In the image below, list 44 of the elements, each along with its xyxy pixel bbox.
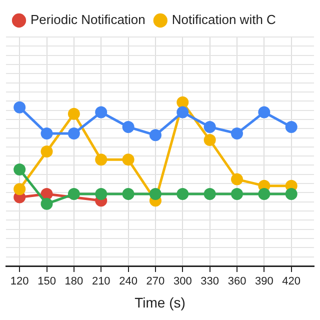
x-tick-label: 330 [200,276,220,288]
point [68,108,80,120]
point [68,128,80,140]
point [176,96,189,108]
point [95,154,108,166]
point [40,128,53,140]
point [95,106,108,118]
point [204,134,216,146]
point [204,120,216,133]
point [122,154,134,166]
legend-label: Periodic Notification [30,12,146,28]
point [176,106,189,118]
point [176,188,189,200]
point [122,120,134,133]
x-tick-label: 360 [228,276,246,288]
x-tick-label: 120 [10,276,29,288]
point [149,188,162,200]
x-tick-label: 210 [92,276,110,288]
point [40,146,53,158]
point [68,188,80,200]
point [14,183,26,196]
point [14,101,26,114]
x-tick-label: 270 [146,276,165,288]
point [258,188,270,200]
x-axis-title: Time (s) [134,294,186,310]
point [258,106,270,118]
point [149,129,162,142]
point [231,128,243,140]
point [285,188,298,200]
point [285,120,298,133]
x-tick-label: 300 [173,276,192,288]
x-tick-label: 150 [38,276,56,288]
point [204,188,216,200]
point [40,198,53,210]
x-tick-label: 240 [119,276,138,288]
point [231,173,243,186]
x-tick-label: 390 [254,276,274,288]
point [14,163,26,176]
legend-label: Notification with C [172,12,276,28]
x-tick-label: 420 [282,276,301,288]
x-tick-label: 180 [64,276,84,288]
point [122,188,134,200]
point [231,188,243,200]
point [95,188,108,200]
